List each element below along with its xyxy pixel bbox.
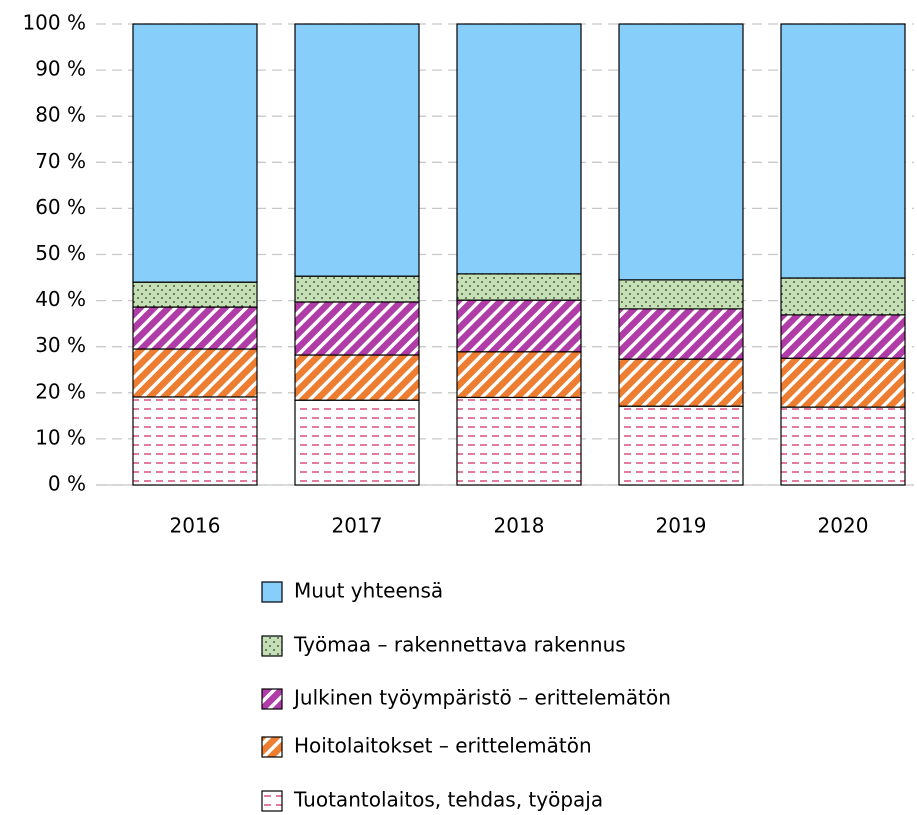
x-tick-label: 2016 [170,514,221,538]
bar-segment [780,406,906,486]
bar-segment [618,308,744,360]
y-tick-label: 70 % [35,149,86,173]
x-tick-label: 2018 [494,514,545,538]
legend-label: Tuotantolaitos, tehdas, työpaja [293,788,603,812]
y-tick-label: 60 % [35,195,86,219]
bar-segment [780,357,906,408]
bar-segment [618,279,744,310]
y-tick-label: 100 % [22,11,86,35]
bar-segment [456,273,582,301]
legend-label: Työmaa – rakennettava rakennus [293,633,626,657]
legend-label: Julkinen työympäristö – erittelemätön [292,686,671,710]
bar-segment [132,23,258,283]
y-tick-label: 20 % [35,379,86,403]
legend-swatch [261,736,283,758]
bar-segment [780,314,906,359]
y-tick-label: 50 % [35,241,86,265]
y-tick-label: 10 % [35,425,86,449]
x-tick-label: 2019 [656,514,707,538]
bar-segment [456,351,582,399]
legend-label: Hoitolaitokset – erittelemätön [294,734,592,758]
x-tick-label: 2017 [332,514,383,538]
y-tick-label: 0 % [48,472,86,496]
x-tick-label: 2020 [818,514,869,538]
bar-segment [456,299,582,353]
bar-segment [294,354,420,401]
legend-swatch [261,581,283,603]
bar-segment [294,275,420,303]
bar-segment [132,348,258,398]
legend-swatch [261,635,283,657]
bar-segment [456,23,582,275]
y-tick-label: 40 % [35,287,86,311]
legend-label: Muut yhteensä [294,579,443,603]
bar-segment [618,23,744,281]
bar-segment [780,23,906,279]
y-tick-label: 90 % [35,57,86,81]
bar-segment [132,281,258,308]
legend-swatch [261,688,283,710]
bar-segment [132,396,258,486]
bar-segment [456,396,582,486]
bar-segment [618,405,744,486]
bar-segment [132,306,258,350]
bar-segment [294,399,420,486]
legend-swatch [261,790,283,812]
y-tick-label: 80 % [35,103,86,127]
bar-segment [780,277,906,316]
bar-segment [294,23,420,277]
y-tick-label: 30 % [35,333,86,357]
bar-segment [618,358,744,407]
bar-segment [294,301,420,356]
